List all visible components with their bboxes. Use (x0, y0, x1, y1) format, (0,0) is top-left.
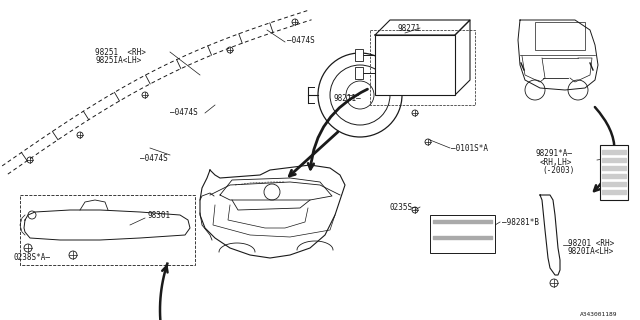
Bar (355, 49, 363, 61)
Text: <RH,LH>: <RH,LH> (540, 157, 572, 166)
Text: 98211—: 98211— (333, 93, 361, 102)
Text: —0474S: —0474S (170, 108, 198, 116)
Text: 98201 <RH>: 98201 <RH> (568, 238, 614, 247)
Text: 98291*A—: 98291*A— (535, 148, 572, 157)
Text: 98271: 98271 (397, 23, 420, 33)
Text: A343001189: A343001189 (580, 313, 618, 317)
Text: 98251  <RH>: 98251 <RH> (95, 47, 146, 57)
Text: —0474S: —0474S (287, 36, 315, 44)
Text: 98301: 98301 (147, 211, 170, 220)
Text: (-2003): (-2003) (542, 165, 574, 174)
Bar (355, 67, 363, 79)
Text: 9820IA<LH>: 9820IA<LH> (568, 246, 614, 255)
Bar (535, 22, 585, 50)
Bar (370, 30, 475, 105)
Bar (20, 195, 195, 265)
Bar (430, 215, 495, 253)
Bar (375, 35, 455, 95)
Text: 9825IA<LH>: 9825IA<LH> (95, 55, 141, 65)
Text: —0101S*A: —0101S*A (451, 143, 488, 153)
Text: 0238S*A—: 0238S*A— (13, 252, 50, 261)
Text: —0474S: —0474S (140, 154, 168, 163)
Bar (600, 145, 628, 200)
Text: 0235S—: 0235S— (390, 203, 418, 212)
Text: —98281*B: —98281*B (502, 218, 539, 227)
